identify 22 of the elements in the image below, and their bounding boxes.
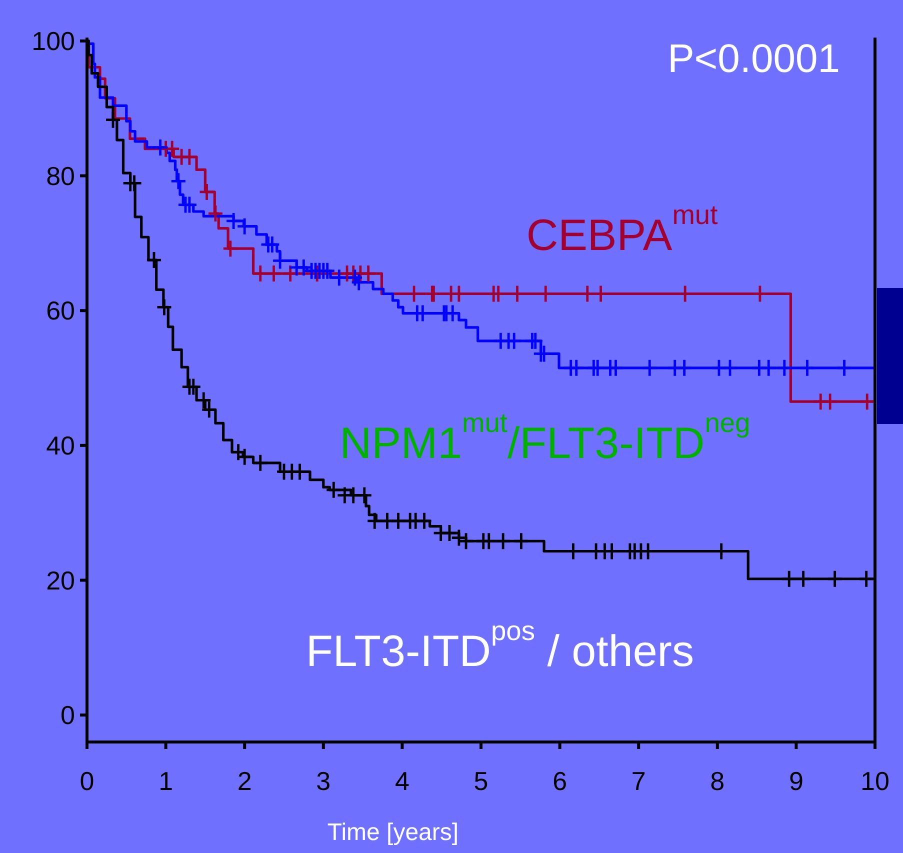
annotation: CEBPA$^{mut}$ xyxy=(526,199,718,260)
x-tick-label: 2 xyxy=(237,766,252,796)
y-tick-label: 60 xyxy=(46,296,75,326)
annotation: FLT3-ITD$^{pos}$ / others xyxy=(306,615,694,676)
x-tick-label: 7 xyxy=(631,766,646,796)
x-tick-label: 9 xyxy=(788,766,804,796)
x-tick-label: 6 xyxy=(552,766,568,796)
y-tick-label: 20 xyxy=(46,565,75,596)
x-tick-label: 5 xyxy=(474,766,488,796)
y-tick-label: 80 xyxy=(46,160,75,191)
annotation: P<0.0001 xyxy=(668,37,840,81)
x-tick-label: 1 xyxy=(158,766,174,796)
y-tick-label: 100 xyxy=(32,26,75,56)
x-tick-label: 4 xyxy=(394,766,410,796)
x-tick-label: 3 xyxy=(316,766,331,796)
x-tick-label: 10 xyxy=(860,766,890,796)
y-tick-label: 40 xyxy=(46,430,75,461)
annotation: NPM1$^{mut}$/FLT3-ITD$^{neg}$ xyxy=(340,407,750,468)
x-tick-label: 0 xyxy=(80,766,94,796)
x-axis-title: Time [years] xyxy=(327,819,459,846)
y-tick-label: 0 xyxy=(60,700,75,730)
x-tick-label: 8 xyxy=(710,766,725,796)
